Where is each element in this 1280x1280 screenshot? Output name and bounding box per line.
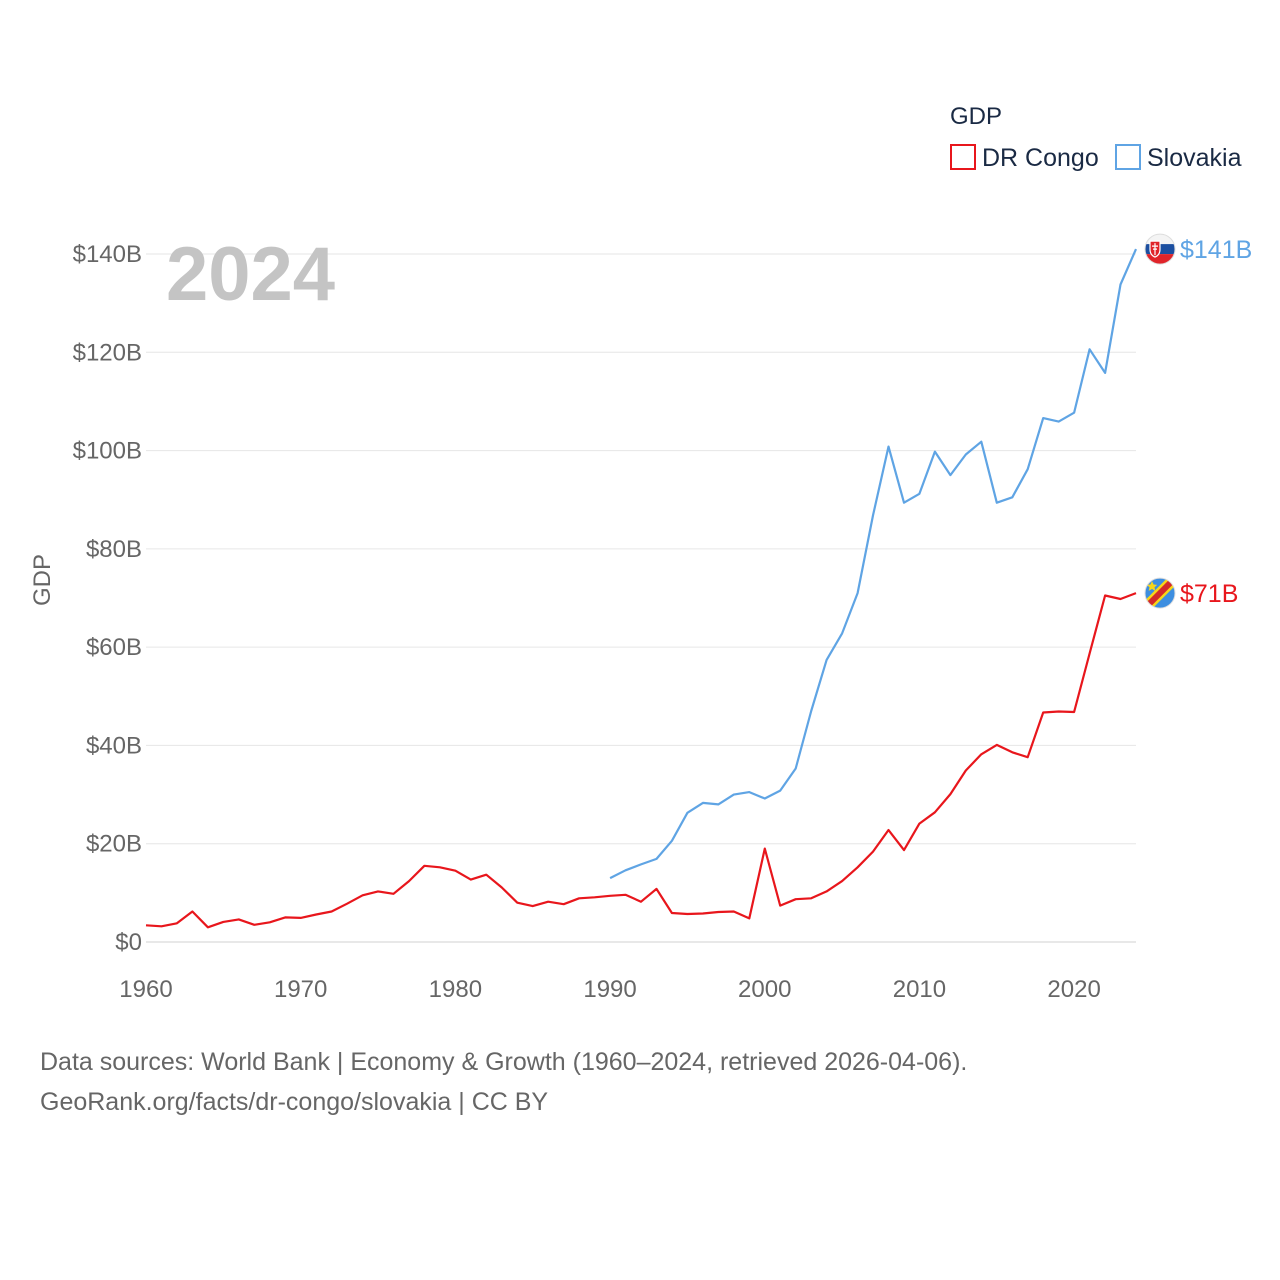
y-tick-label: $20B xyxy=(86,831,142,858)
y-tick-label: $60B xyxy=(86,634,142,661)
series-end-markers: $71B $141B xyxy=(1144,233,1252,609)
series-line-slovakia[interactable] xyxy=(609,248,1138,880)
y-tick-label: $80B xyxy=(86,536,142,563)
footer: Data sources: World Bank | Economy & Gro… xyxy=(40,1042,967,1122)
x-axis-ticks: 1960 1970 1980 1990 2000 2010 2020 xyxy=(119,976,1101,1003)
x-tick-label: 2010 xyxy=(893,976,946,1003)
footer-data-sources: Data sources: World Bank | Economy & Gro… xyxy=(40,1048,968,1076)
x-tick-label: 1960 xyxy=(119,976,172,1003)
footer-attribution: GeoRank.org/facts/dr-congo/slovakia | CC… xyxy=(40,1088,549,1116)
legend-swatch-slovakia[interactable] xyxy=(1115,144,1141,170)
dr-congo-flag-icon xyxy=(1144,577,1176,609)
series-lines xyxy=(145,248,1138,929)
legend-label-dr-congo[interactable]: DR Congo xyxy=(982,144,1099,172)
x-tick-label: 1990 xyxy=(583,976,636,1003)
end-label-slovakia: $141B xyxy=(1180,236,1252,264)
y-axis-title: GDP xyxy=(29,554,56,606)
grid-lines xyxy=(146,253,1136,943)
y-tick-label: $120B xyxy=(73,339,142,366)
y-tick-label: $100B xyxy=(73,438,142,465)
x-tick-label: 1980 xyxy=(429,976,482,1003)
legend-label-slovakia[interactable]: Slovakia xyxy=(1147,144,1242,172)
legend-swatch-dr-congo[interactable] xyxy=(950,144,976,170)
x-tick-label: 1970 xyxy=(274,976,327,1003)
y-tick-label: $140B xyxy=(73,241,142,268)
legend-title: GDP xyxy=(950,103,1002,130)
end-label-dr-congo: $71B xyxy=(1180,580,1238,608)
y-axis-ticks: $0 $20B $40B $60B $80B $100B $120B $140B xyxy=(73,241,142,956)
slovakia-flag-icon xyxy=(1144,233,1176,265)
series-line-dr-congo[interactable] xyxy=(145,592,1137,929)
gdp-line-chart: $0$20B$40B$60B$80B$100B$120B$140B 1960 19… xyxy=(29,103,1252,1003)
x-tick-label: 2020 xyxy=(1047,976,1100,1003)
legend: GDP DR Congo Slovakia xyxy=(950,103,1242,172)
y-tick-label: $40B xyxy=(86,732,142,759)
y-tick-label: $0 xyxy=(115,929,142,956)
x-tick-label: 2000 xyxy=(738,976,791,1003)
year-watermark: 2024 xyxy=(166,232,335,317)
